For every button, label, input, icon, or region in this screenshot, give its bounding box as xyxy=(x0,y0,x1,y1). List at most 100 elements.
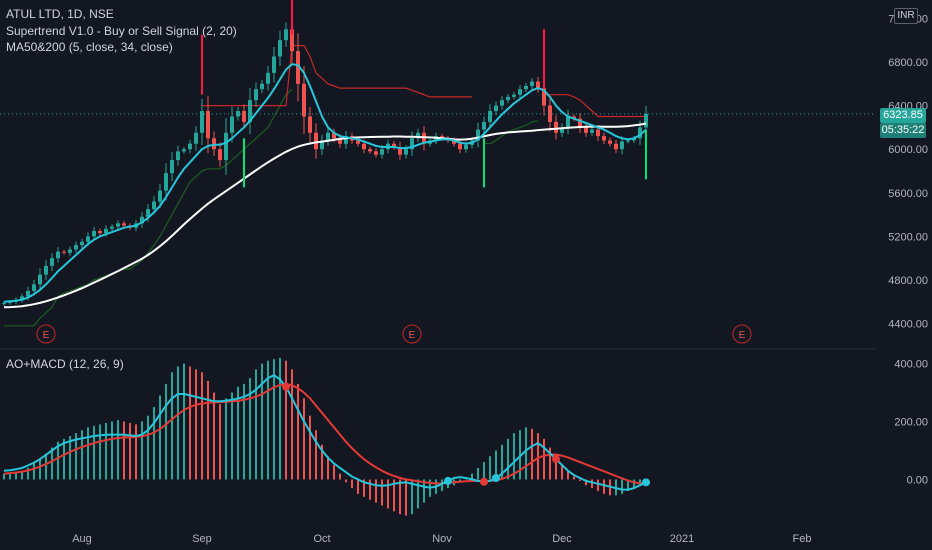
candle-body xyxy=(494,105,498,112)
supertrend-upper-line xyxy=(544,94,646,118)
candle-body xyxy=(266,72,270,84)
ao-bar xyxy=(579,479,581,481)
candle-body xyxy=(314,132,318,150)
ao-bar xyxy=(639,479,641,484)
candle-body xyxy=(296,51,300,84)
ao-bar xyxy=(423,479,425,503)
candle-body xyxy=(32,284,36,291)
candle-body xyxy=(2,302,6,305)
candle-body xyxy=(110,226,114,229)
candle-body xyxy=(8,301,12,303)
candle-body xyxy=(560,127,564,133)
candle-body xyxy=(440,136,444,139)
candle-body xyxy=(26,290,30,297)
candle-body xyxy=(488,111,492,122)
symbol-title: ATUL LTD, 1D, NSE xyxy=(6,7,114,21)
ma50-line xyxy=(3,63,647,303)
ao-bar xyxy=(345,479,347,483)
ma-legend[interactable]: MA50&200 (5, close, 34, close) xyxy=(6,40,173,54)
ma200-line xyxy=(3,122,647,309)
ao-bar xyxy=(507,438,509,480)
ao-bar xyxy=(3,473,5,480)
macd-cross-dot xyxy=(552,455,560,464)
ao-bar xyxy=(471,473,473,480)
ao-bar xyxy=(549,447,551,480)
candle-body xyxy=(158,190,162,202)
time-tick-label: Oct xyxy=(313,533,330,545)
ao-bar xyxy=(87,427,89,480)
candle-body xyxy=(536,81,540,89)
supertrend-lower-line xyxy=(484,120,539,145)
macd-cross-dot xyxy=(642,478,650,487)
candle-body xyxy=(620,141,624,150)
ao-bar xyxy=(489,456,491,480)
ao-bar xyxy=(9,473,11,480)
candle-body xyxy=(404,149,408,155)
earnings-label: E xyxy=(739,330,746,341)
currency-button[interactable]: INR xyxy=(894,8,918,24)
ao-bar xyxy=(309,415,311,480)
earnings-label: E xyxy=(43,330,50,341)
ao-bar xyxy=(45,453,47,480)
signal-line xyxy=(3,382,646,485)
ao-bar xyxy=(411,479,413,515)
ao-bar xyxy=(555,456,557,480)
candle-body xyxy=(320,140,324,150)
ao-bar xyxy=(417,479,419,509)
time-tick-label: Sep xyxy=(192,533,212,545)
ao-bar xyxy=(219,404,221,480)
ao-bar xyxy=(561,464,563,480)
candle-body xyxy=(146,209,150,217)
ao-bar xyxy=(297,383,299,480)
candle-body xyxy=(506,96,510,101)
candle-body xyxy=(344,136,348,144)
candle-body xyxy=(80,241,84,246)
ao-bar xyxy=(165,383,167,480)
candle-body xyxy=(632,138,636,141)
ao-bar xyxy=(279,357,281,480)
candle-body xyxy=(602,136,606,141)
time-tick-label: 2021 xyxy=(670,533,694,545)
ao-bar xyxy=(519,430,521,480)
candle-body xyxy=(614,143,618,150)
ao-bar xyxy=(117,420,119,480)
ao-bar xyxy=(381,479,383,506)
ao-macd-legend[interactable]: AO+MACD (12, 26, 9) xyxy=(6,357,124,371)
ao-bar xyxy=(93,425,95,480)
ao-bar xyxy=(531,428,533,480)
candle-body xyxy=(566,116,570,128)
supertrend-legend[interactable]: Supertrend V1.0 - Buy or Sell Signal (2,… xyxy=(6,24,237,38)
ao-bar xyxy=(351,479,353,489)
candle-body xyxy=(104,228,108,234)
ao-bar xyxy=(231,392,233,480)
candle-body xyxy=(242,111,246,122)
ao-bar xyxy=(603,479,605,494)
ao-bar xyxy=(483,462,485,480)
price-tick-label: 6800.00 xyxy=(888,57,928,69)
candle-body xyxy=(302,83,306,117)
ao-bar xyxy=(153,407,155,480)
ao-bar xyxy=(15,472,17,480)
ao-bar xyxy=(69,436,71,480)
candle-body xyxy=(194,132,198,144)
candle-body xyxy=(92,230,96,237)
ao-bar xyxy=(303,398,305,480)
candle-body xyxy=(410,138,414,150)
osc-tick-label: 200.00 xyxy=(894,417,928,429)
ao-bar xyxy=(567,470,569,480)
ao-bar xyxy=(63,438,65,480)
candle-body xyxy=(308,116,312,133)
ao-bar xyxy=(387,479,389,509)
candle-body xyxy=(530,81,534,86)
ao-bar xyxy=(525,427,527,480)
candle-body xyxy=(206,111,210,139)
ao-bar xyxy=(315,430,317,480)
candle-body xyxy=(392,143,396,148)
ao-bar xyxy=(201,372,203,480)
candle-body xyxy=(44,265,48,275)
candle-body xyxy=(608,140,612,144)
candle-body xyxy=(272,56,276,73)
ao-bar xyxy=(171,372,173,480)
ao-bar xyxy=(111,421,113,480)
